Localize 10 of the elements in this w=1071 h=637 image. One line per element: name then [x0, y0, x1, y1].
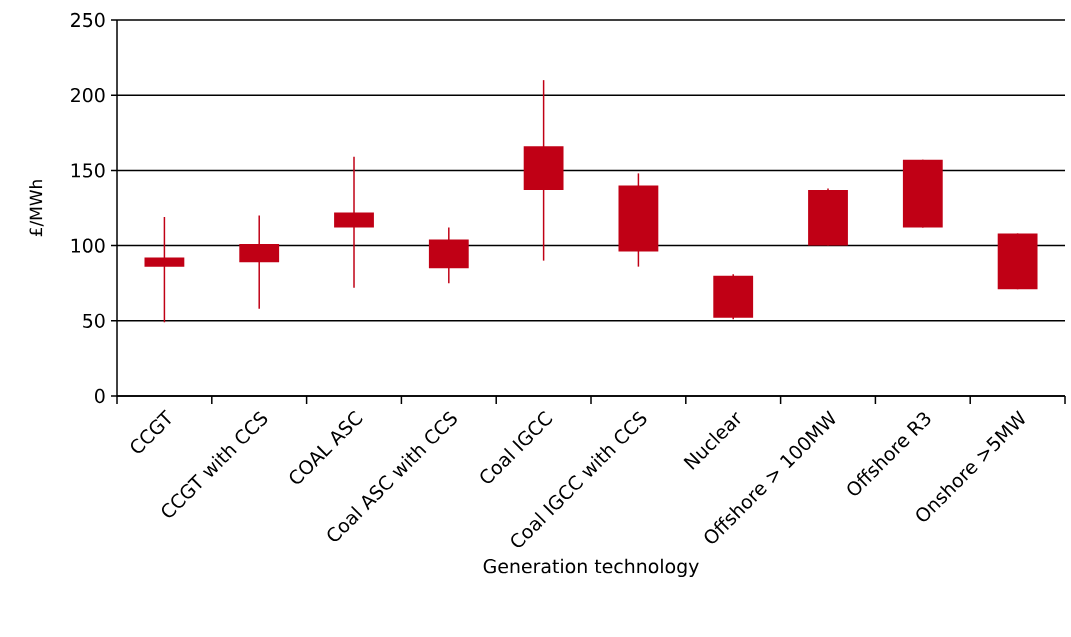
x-axis-title: Generation technology [483, 558, 699, 578]
candlestick [144, 216, 185, 324]
y-tick-label: 0 [95, 388, 105, 404]
y-tick-label: 150 [71, 163, 105, 178]
y-tick-label: 50 [83, 313, 105, 328]
y-tick-label: 100 [71, 238, 105, 253]
y-tick-label: 200 [71, 88, 105, 103]
y-tick-label: 250 [71, 12, 105, 28]
y-axis-title: £/MWh [29, 180, 44, 237]
candlestick [334, 156, 374, 289]
